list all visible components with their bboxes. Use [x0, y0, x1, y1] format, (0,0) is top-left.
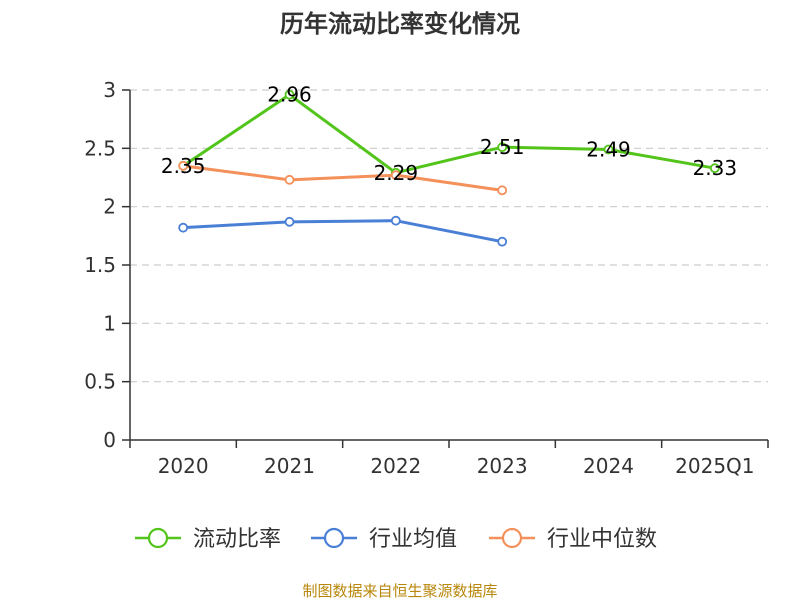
- series-line: [182, 164, 503, 192]
- data-label: 2.33: [693, 156, 738, 180]
- legend-label: 流动比率: [193, 527, 281, 552]
- legend-marker: [501, 527, 523, 549]
- data-label: 2.51: [480, 135, 525, 159]
- x-tick-label: 2025Q1: [675, 454, 754, 478]
- legend-marker: [323, 527, 345, 549]
- data-labels: 2.35 2.96 2.29 2.51 2.49 2.33: [161, 83, 737, 185]
- data-point: [284, 216, 295, 227]
- data-label: 2.96: [267, 83, 312, 107]
- data-point: [284, 174, 295, 185]
- data-point: [603, 144, 614, 155]
- data-point: [497, 236, 508, 247]
- y-tick-label: 2: [103, 195, 116, 219]
- data-label: 2.35: [161, 154, 206, 178]
- y-tick-label: 2.5: [84, 136, 116, 160]
- chart-title: 历年流动比率变化情况: [280, 10, 520, 38]
- data-point: [390, 215, 401, 226]
- data-point: [709, 163, 720, 174]
- data-point: [497, 142, 508, 153]
- x-tick-label: 2022: [370, 454, 421, 478]
- x-axis-ticks: 2020 2021 2022 2023 2024 2025Q1: [158, 454, 755, 478]
- data-point: [284, 89, 295, 100]
- x-tick-label: 2020: [158, 454, 209, 478]
- series-3: [178, 160, 508, 196]
- axes: [122, 89, 769, 448]
- legend-label: 行业中位数: [547, 527, 657, 552]
- data-label: 2.29: [374, 161, 419, 185]
- y-tick-label: 0: [103, 428, 116, 452]
- series-line: [182, 93, 716, 175]
- y-tick-label: 1: [103, 311, 116, 335]
- legend: 流动比率 行业均值 行业中位数: [135, 527, 657, 552]
- legend-marker: [147, 527, 169, 549]
- grid-lines: [130, 89, 768, 383]
- data-point: [497, 185, 508, 196]
- legend-item-3: 行业中位数: [489, 527, 657, 552]
- source-note: 制图数据来自恒生聚源数据库: [302, 582, 497, 600]
- x-tick-label: 2021: [264, 454, 315, 478]
- data-point: [178, 222, 189, 233]
- x-tick-label: 2023: [477, 454, 528, 478]
- x-tick-label: 2024: [583, 454, 634, 478]
- y-tick-label: 0.5: [84, 370, 116, 394]
- y-tick-label: 1.5: [84, 253, 116, 277]
- series-2: [178, 215, 508, 247]
- data-point: [390, 170, 401, 181]
- y-tick-label: 3: [103, 78, 116, 102]
- y-axis-ticks: 0 0.5 1 1.5 2 2.5 3: [84, 78, 116, 452]
- series-line: [183, 219, 503, 244]
- data-label: 2.49: [586, 138, 631, 162]
- data-point: [178, 160, 189, 171]
- legend-item-2: 行业均值: [311, 527, 457, 552]
- series-group: [178, 89, 720, 247]
- legend-label: 行业均值: [369, 527, 457, 552]
- series-1: [178, 89, 720, 178]
- legend-item-1: 流动比率: [135, 527, 281, 552]
